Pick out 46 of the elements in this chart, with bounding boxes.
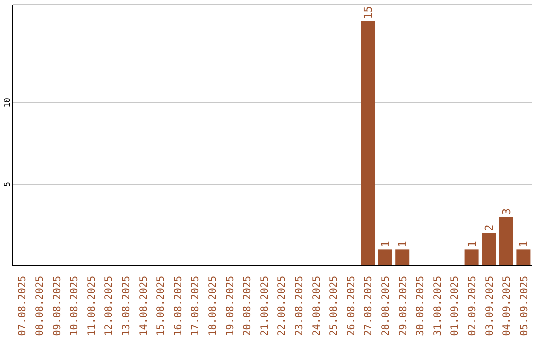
x-tick-label: 03.09.2025: [484, 276, 496, 336]
x-tick-label: 26.08.2025: [346, 276, 358, 336]
x-tick-label: 12.08.2025: [104, 276, 116, 336]
y-tick-label: 10: [3, 98, 12, 108]
x-tick-label: 09.08.2025: [52, 276, 64, 336]
bar: [378, 250, 392, 266]
x-tick-label: 13.08.2025: [121, 276, 132, 336]
x-tick-label: 25.08.2025: [329, 276, 340, 336]
x-tick-label: 02.09.2025: [467, 276, 478, 336]
y-tick-label: 5: [3, 182, 12, 187]
bar: [464, 250, 479, 266]
x-tick-label: 27.08.2025: [364, 276, 375, 336]
data-label: 1: [518, 241, 531, 248]
x-tick-label: 18.08.2025: [208, 276, 219, 336]
bar: [361, 21, 375, 266]
x-tick-label: 08.08.2025: [34, 276, 46, 336]
data-label: 2: [483, 224, 496, 232]
x-tick-label: 17.08.2025: [190, 276, 202, 336]
x-tick-label: 10.08.2025: [70, 276, 81, 336]
x-tick-label: 05.09.2025: [519, 276, 530, 336]
x-tick-label: 07.08.2025: [18, 276, 29, 336]
data-label: 3: [500, 208, 514, 216]
x-tick-label: 14.08.2025: [138, 276, 150, 336]
x-tick-label: 21.08.2025: [260, 276, 271, 336]
x-tick-label: 28.08.2025: [380, 276, 392, 336]
bar: [396, 250, 410, 266]
x-tick-label: 31.08.2025: [432, 276, 444, 336]
x-tick-label: 20.08.2025: [242, 276, 254, 336]
x-tick-label: 15.08.2025: [156, 276, 168, 336]
x-tick-label: 29.08.2025: [398, 276, 410, 336]
bar: [482, 233, 496, 266]
x-tick-label: 30.08.2025: [416, 276, 427, 336]
x-tick-label: 22.08.2025: [277, 276, 288, 336]
x-tick-label: 19.08.2025: [225, 276, 236, 336]
x-tick-label: 04.09.2025: [502, 276, 514, 336]
data-label: 1: [466, 241, 479, 248]
x-tick-label: 16.08.2025: [173, 276, 184, 336]
bar: [499, 217, 514, 266]
x-tick-label: 24.08.2025: [312, 276, 323, 336]
data-label: 1: [379, 241, 392, 248]
data-label: 15: [362, 6, 375, 20]
data-label: 1: [396, 241, 410, 248]
x-tick-label: 23.08.2025: [294, 276, 306, 336]
x-tick-label: 11.08.2025: [86, 276, 98, 336]
x-tick-label: 01.09.2025: [450, 276, 462, 336]
bar: [516, 250, 531, 266]
